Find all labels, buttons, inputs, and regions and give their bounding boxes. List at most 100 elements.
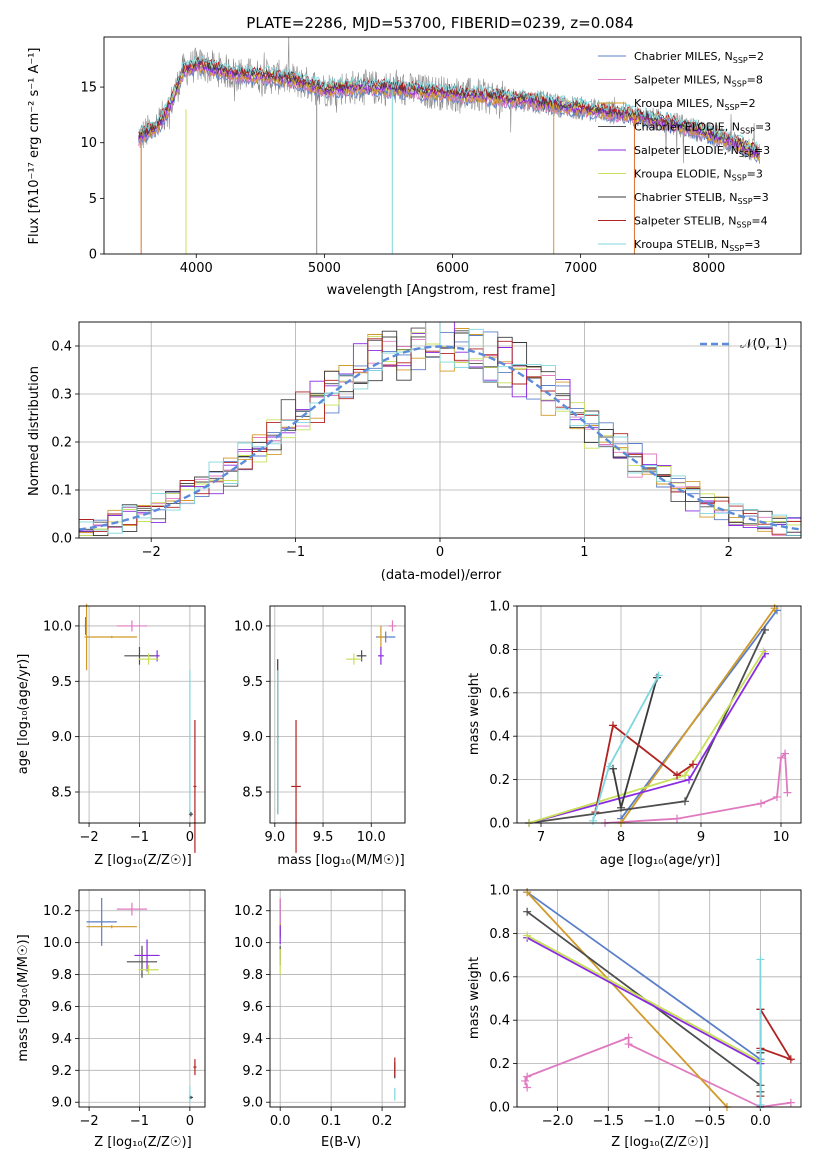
- series-marker-5: [523, 931, 532, 940]
- y-tick-label: 10.0: [234, 619, 263, 634]
- series-marker-8: [654, 671, 663, 680]
- residual-hist-8: [79, 322, 801, 536]
- x-tick-label: 9.0: [264, 830, 285, 845]
- legend-entry-4: Salpeter ELODIE, NSSP=3: [634, 144, 770, 159]
- model-spectrum-1: [138, 65, 761, 163]
- axes-frame: [78, 889, 206, 1108]
- residual-xlabel: (data-model)/error: [381, 568, 502, 583]
- series-marker-7: [786, 1055, 795, 1064]
- y-tick-label: 9.4: [242, 1032, 263, 1047]
- residual-panel: (data-model)/error Normed distribution 𝒩…: [27, 321, 802, 583]
- series-marker-7: [673, 771, 681, 780]
- mwZ-xlabel: Z [log₁₀(Z/Z☉)]: [611, 1135, 708, 1150]
- series-marker-5: [759, 647, 768, 656]
- spectrum-ylabel: Flux [fλ10⁻¹⁷ erg cm⁻² s⁻¹ A⁻¹]: [27, 48, 42, 245]
- y-tick-label: 0.0: [489, 817, 510, 832]
- x-tick-label: 0.2: [372, 1114, 393, 1129]
- axes-frame: [516, 889, 802, 1108]
- x-tick-label: 8: [617, 830, 625, 845]
- x-tick-label: 1: [580, 545, 588, 560]
- y-tick-label: 9.8: [242, 968, 263, 983]
- series-marker-8: [756, 1100, 765, 1109]
- x-tick-label: 10: [773, 830, 790, 845]
- series-marker-6: [617, 803, 625, 812]
- x-tick-label: 4000: [180, 261, 213, 276]
- y-tick-label: 9.6: [51, 1000, 72, 1015]
- y-tick-label: 8.5: [51, 786, 72, 801]
- series-marker-7: [689, 760, 697, 769]
- x-tick-label: 0: [436, 545, 444, 560]
- series-marker-4: [685, 775, 693, 784]
- ageZ-ylabel: age [log₁₀(age/yr)]: [16, 654, 31, 775]
- y-tick-label: 9.8: [51, 968, 72, 983]
- x-tick-label: 6000: [436, 261, 469, 276]
- x-tick-label: 9: [697, 830, 705, 845]
- series-marker-1: [783, 788, 792, 797]
- legend-entry-8: Kroupa STELIB, NSSP=3: [634, 238, 760, 253]
- series-marker-1: [786, 1098, 795, 1107]
- series-marker-3: [761, 625, 769, 634]
- x-tick-label: −2: [142, 545, 161, 560]
- x-tick-label: 9.5: [313, 830, 334, 845]
- y-tick-label: 9.5: [51, 675, 72, 690]
- spectrum-panel: wavelength [Angstrom, rest frame] Flux […: [27, 36, 802, 298]
- y-tick-label: 8.5: [242, 786, 263, 801]
- y-tick-label: 0.6: [489, 970, 510, 985]
- axes-frame: [78, 605, 206, 824]
- x-tick-label: 0.1: [321, 1114, 342, 1129]
- mass-vs-Z-panel: Z [log₁₀(Z/Z☉)] mass [log₁₀(M/M☉)] −2 −1 0…: [16, 889, 206, 1150]
- y-tick-label: 9.0: [242, 1096, 263, 1111]
- figure-title: PLATE=2286, MJD=53700, FIBERID=0239, z=0…: [246, 14, 633, 32]
- y-tick-label: 9.0: [51, 1096, 72, 1111]
- ageM-xlabel: mass [log₁₀(M/M☉)]: [277, 853, 404, 868]
- y-tick-label: 10: [80, 136, 97, 151]
- spectrum-xlabel: wavelength [Angstrom, rest frame]: [327, 283, 556, 298]
- series-marker-1: [523, 1072, 532, 1081]
- series-marker-1: [781, 749, 789, 758]
- series-marker-1: [673, 814, 681, 823]
- series-marker-1: [624, 1040, 633, 1049]
- mwAge-xlabel: age [log₁₀(age/yr)]: [600, 853, 721, 868]
- y-tick-label: 10.0: [234, 936, 263, 951]
- y-tick-label: 0.8: [489, 643, 510, 658]
- y-tick-label: 15: [80, 81, 97, 96]
- ageZ-xlabel: Z [log₁₀(Z/Z☉)]: [94, 853, 191, 868]
- y-tick-label: 1.0: [489, 600, 510, 615]
- y-tick-label: 0.6: [489, 686, 510, 701]
- mass-weight-vs-age-panel: age [log₁₀(age/yr)] mass weight 7 8 9 10 0.0…: [467, 600, 802, 868]
- mass-vs-ebv-panel: E(B-V) 0.0 0.1 0.2 9.0 9.2 9.4 9.6 9.8 10.0 10.2: [234, 889, 406, 1150]
- age-vs-Z-panel: Z [log₁₀(Z/Z☉)] age [log₁₀(age/yr)] −2 −1…: [16, 603, 206, 868]
- axes-frame: [269, 889, 406, 1108]
- y-tick-label: 0.4: [489, 1014, 510, 1029]
- x-tick-label: 0.0: [270, 1114, 291, 1129]
- x-tick-label: −1: [286, 545, 305, 560]
- series-marker-5: [681, 771, 689, 780]
- axes-frame: [78, 321, 802, 539]
- y-tick-label: 10.2: [234, 904, 263, 919]
- y-tick-label: 10.0: [43, 936, 72, 951]
- series-line-7: [594, 723, 694, 813]
- y-tick-label: 9.0: [51, 730, 72, 745]
- series-marker-3: [681, 797, 689, 806]
- series-marker-1: [777, 753, 785, 762]
- y-tick-label: 10.0: [43, 619, 72, 634]
- y-tick-label: 5: [89, 192, 97, 207]
- x-tick-label: −1.5: [592, 1114, 624, 1129]
- legend-entry-1: Salpeter MILES, NSSP=8: [634, 74, 763, 89]
- x-tick-label: 7: [537, 830, 545, 845]
- x-tick-label: 0: [186, 1114, 194, 1129]
- series-marker-1: [757, 799, 765, 808]
- massZ-xlabel: Z [log₁₀(Z/Z☉)]: [94, 1135, 191, 1150]
- series-line-2: [526, 891, 728, 1108]
- x-tick-label: −1: [130, 830, 149, 845]
- y-tick-label: 0.0: [489, 1101, 510, 1116]
- series-line-5: [526, 934, 761, 1063]
- x-tick-label: −1.0: [643, 1114, 675, 1129]
- series-marker-2: [770, 604, 779, 613]
- x-tick-label: 10.0: [357, 830, 386, 845]
- x-tick-label: −1: [130, 1114, 149, 1129]
- y-tick-label: 10.2: [43, 904, 72, 919]
- axes-frame: [516, 605, 802, 824]
- x-tick-label: 5000: [308, 261, 341, 276]
- legend-entry-3: Chabrier ELODIE, NSSP=3: [634, 121, 771, 136]
